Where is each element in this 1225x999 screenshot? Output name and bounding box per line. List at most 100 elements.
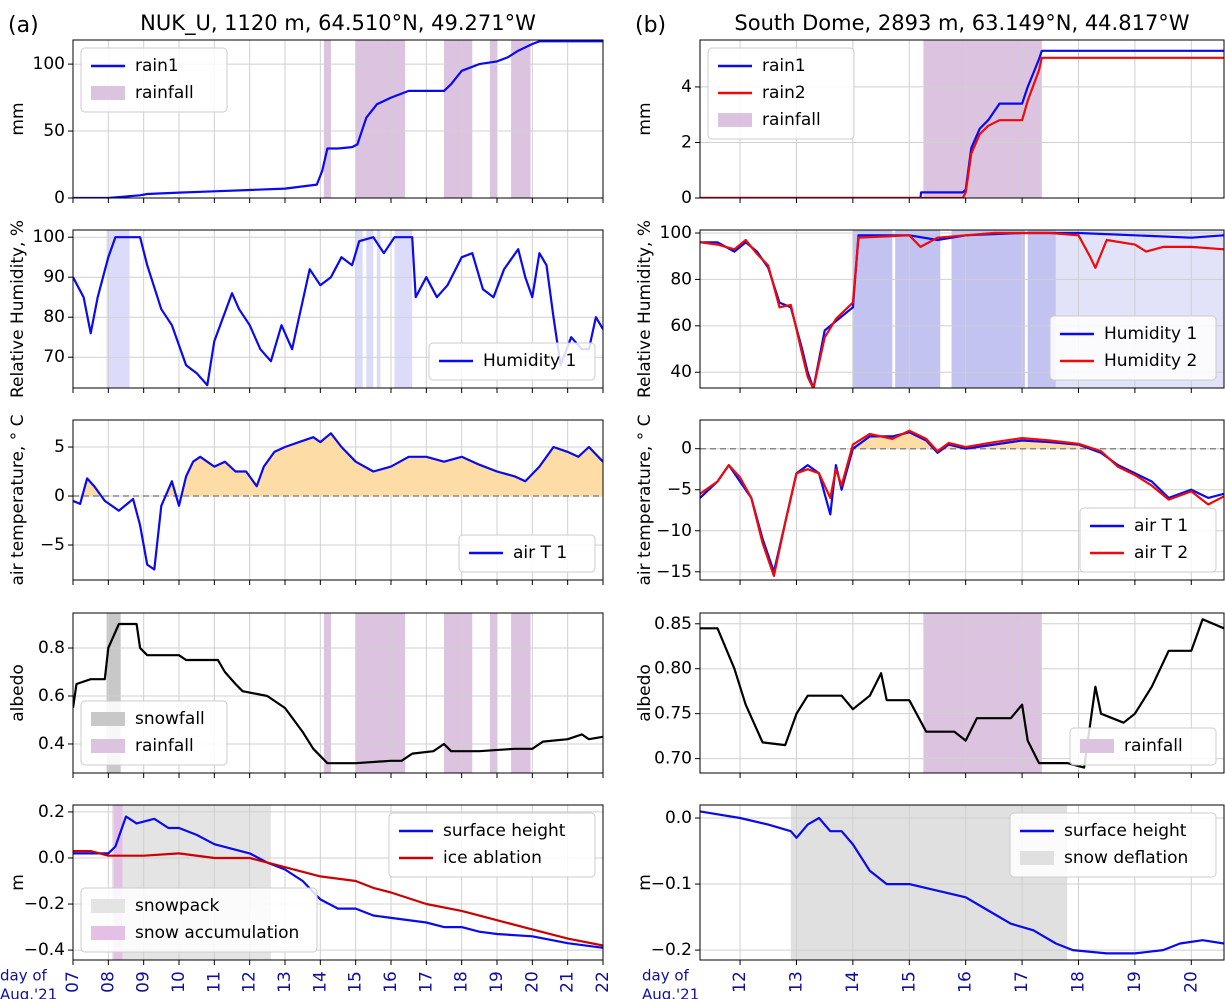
data-line bbox=[700, 810, 1224, 955]
x-tick-label: 16 bbox=[381, 971, 401, 993]
y-tick-label: 0.0 bbox=[665, 808, 692, 828]
y-axis-label: albedo bbox=[8, 664, 28, 722]
legend: rain1 rainfall bbox=[80, 47, 228, 113]
legend-swatch bbox=[91, 712, 125, 726]
legend-label: snowfall bbox=[135, 709, 205, 729]
data-line bbox=[73, 815, 603, 949]
y-tick-label: −10 bbox=[656, 521, 692, 541]
data-line bbox=[73, 432, 603, 571]
axes-frame bbox=[72, 612, 604, 774]
y-tick-label: 0.8 bbox=[38, 638, 65, 658]
plot-area bbox=[700, 613, 1224, 773]
shaded-span bbox=[355, 230, 363, 388]
plot-area bbox=[73, 420, 603, 580]
legend-swatch bbox=[718, 113, 752, 127]
legend: surface height snow deflation bbox=[1009, 812, 1217, 878]
legend-label: surface height bbox=[443, 821, 566, 841]
legend-swatch bbox=[1080, 739, 1114, 753]
shaded-span bbox=[951, 230, 1025, 388]
shaded-span bbox=[489, 40, 497, 198]
axes-frame bbox=[699, 39, 1225, 199]
axes-frame bbox=[699, 804, 1225, 961]
y-tick-label: 60 bbox=[670, 316, 692, 336]
data-line bbox=[73, 40, 603, 198]
shaded-span bbox=[895, 230, 941, 388]
x-tick-label: 22 bbox=[593, 971, 613, 993]
shaded-span bbox=[923, 40, 1042, 198]
shaded-span bbox=[355, 613, 406, 773]
legend-box bbox=[428, 342, 596, 381]
x-tick-label: 13 bbox=[786, 971, 806, 993]
shaded-span bbox=[444, 40, 473, 198]
x-tick-label: 19 bbox=[487, 971, 507, 993]
shaded-span bbox=[323, 40, 331, 198]
legend: rainfall bbox=[1069, 727, 1217, 766]
legend-swatch bbox=[91, 899, 125, 913]
legend-label: snow accumulation bbox=[135, 923, 299, 943]
x-tick-label: 15 bbox=[346, 971, 366, 993]
shaded-span bbox=[376, 230, 381, 388]
data-line bbox=[73, 850, 603, 947]
shaded-span bbox=[366, 230, 374, 388]
y-axis-label: air temperature, ° C bbox=[635, 415, 655, 586]
panel: −0.4 −0.2 0.0 0.2 07 08 09 10 11 12 13 14 15 16 17 18 19… bbox=[0, 802, 613, 999]
shaded-span bbox=[923, 613, 1042, 773]
legend-label: rainfall bbox=[135, 83, 194, 103]
y-axis-label: mm bbox=[635, 102, 655, 135]
x-tick-label: 17 bbox=[416, 971, 436, 993]
plot-area bbox=[700, 40, 1224, 198]
panel: 0.70 0.75 0.80 0.85 albedo rainfall bbox=[635, 612, 1225, 778]
legend-label: snowpack bbox=[135, 896, 219, 916]
y-tick-label: −0.1 bbox=[651, 874, 692, 894]
legend-label: surface height bbox=[1064, 821, 1187, 841]
panel: 0 50 100 mm NUK_U, 1120 m, 64.510°N, 49.271°… bbox=[8, 11, 604, 208]
legend-label: rainfall bbox=[762, 110, 821, 130]
legend: air T 1 air T 2 bbox=[1079, 507, 1217, 573]
shaded-span bbox=[511, 40, 531, 198]
axes-frame bbox=[72, 39, 604, 199]
y-tick-label: 70 bbox=[43, 347, 65, 367]
y-tick-label: 2 bbox=[681, 132, 692, 152]
y-tick-label: 0.80 bbox=[654, 659, 692, 679]
legend: surface height ice ablation bbox=[388, 812, 596, 878]
axes-frame bbox=[72, 804, 604, 961]
y-tick-label: 0.0 bbox=[38, 848, 65, 868]
legend-swatch bbox=[91, 739, 125, 753]
legend-box bbox=[458, 534, 596, 573]
axes-frame bbox=[699, 419, 1225, 581]
legend-label: Humidity 1 bbox=[1104, 324, 1197, 344]
x-tick-label: 21 bbox=[558, 971, 578, 993]
y-tick-label: 4 bbox=[681, 77, 692, 97]
y-tick-label: −0.2 bbox=[24, 894, 65, 914]
y-axis-label: air temperature, ° C bbox=[8, 415, 28, 586]
y-tick-label: 90 bbox=[43, 267, 65, 287]
legend-box bbox=[388, 812, 596, 878]
shaded-span bbox=[355, 40, 406, 198]
shaded-span bbox=[106, 230, 130, 388]
y-tick-label: −5 bbox=[40, 535, 65, 555]
y-tick-label: 0.85 bbox=[654, 614, 692, 634]
legend-swatch bbox=[91, 926, 125, 940]
legend-label: ice ablation bbox=[443, 848, 542, 868]
x-tick-label: 15 bbox=[899, 971, 919, 993]
legend-label: rainfall bbox=[1124, 736, 1183, 756]
y-tick-label: −0.2 bbox=[651, 940, 692, 960]
legend: air T 1 bbox=[458, 534, 596, 573]
data-line bbox=[73, 622, 603, 765]
y-tick-label: 40 bbox=[670, 362, 692, 382]
legend-label: rain1 bbox=[762, 56, 806, 76]
legend-label: air T 2 bbox=[1134, 543, 1188, 563]
y-tick-label: 0 bbox=[54, 486, 65, 506]
legend-box bbox=[80, 887, 318, 953]
legend-box bbox=[1049, 315, 1217, 381]
x-tick-label: 12 bbox=[240, 971, 260, 993]
x-tick-label: 10 bbox=[169, 971, 189, 993]
y-tick-label: 100 bbox=[33, 54, 65, 74]
y-tick-label: 80 bbox=[43, 307, 65, 327]
chart-title: NUK_U, 1120 m, 64.510°N, 49.271°W bbox=[140, 11, 536, 36]
shaded-span bbox=[489, 613, 497, 773]
